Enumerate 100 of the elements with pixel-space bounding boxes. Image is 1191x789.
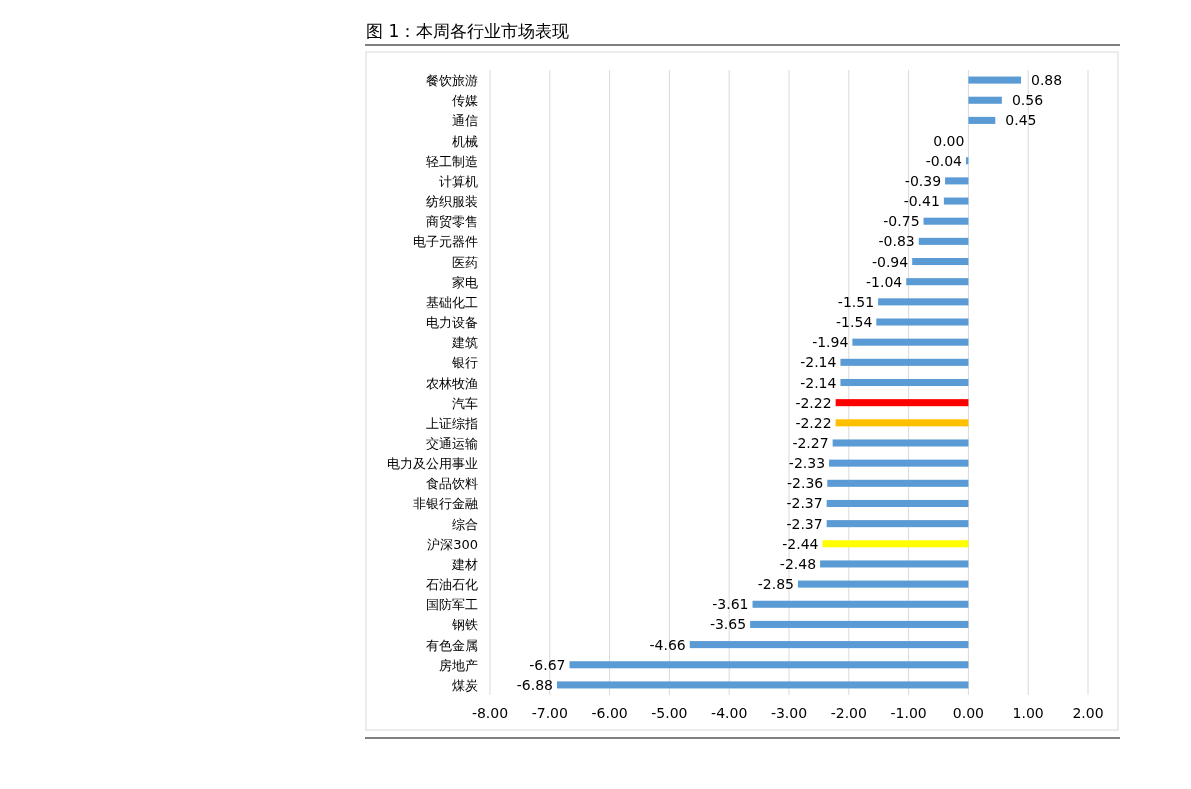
data-label: -2.22 <box>795 414 832 431</box>
y-tick-label: 银行 <box>451 355 478 371</box>
y-tick-label: 农林牧渔 <box>426 375 478 391</box>
data-label: -3.61 <box>712 596 749 613</box>
y-tick-label: 通信 <box>452 113 478 129</box>
x-tick-label: -1.00 <box>890 705 927 721</box>
y-tick-label: 国防军工 <box>426 597 478 613</box>
y-tick-label: 沪深300 <box>427 536 478 552</box>
y-tick-label: 纺织服装 <box>426 194 478 210</box>
bar <box>820 560 969 568</box>
y-tick-label: 医药 <box>452 254 478 270</box>
data-label: 0.00 <box>933 132 965 149</box>
x-tick-label: -6.00 <box>591 705 628 721</box>
bar <box>829 459 969 467</box>
bar <box>569 661 969 669</box>
data-label: -0.04 <box>925 152 963 169</box>
bar <box>689 641 969 649</box>
data-label: -2.48 <box>779 555 817 572</box>
bar <box>840 358 969 366</box>
data-label: -1.51 <box>837 293 875 310</box>
data-label: -1.94 <box>812 334 849 351</box>
bar <box>826 520 969 528</box>
y-tick-label: 计算机 <box>439 173 478 189</box>
y-tick-label: 建筑 <box>451 335 478 351</box>
data-label: -2.44 <box>782 535 819 552</box>
y-tick-label: 食品饮料 <box>426 476 478 492</box>
y-tick-label: 非银行金融 <box>413 496 478 512</box>
y-tick-label: 石油石化 <box>426 577 478 593</box>
x-tick-label: 0.00 <box>952 705 984 721</box>
bar <box>852 338 969 346</box>
y-tick-label: 煤炭 <box>452 677 478 693</box>
data-label: 0.88 <box>1031 72 1063 89</box>
data-label: -6.67 <box>529 656 566 673</box>
data-label: -1.54 <box>836 314 873 331</box>
bar <box>878 298 969 306</box>
data-label: 0.45 <box>1005 112 1037 129</box>
y-tick-label: 轻工制造 <box>426 153 478 169</box>
x-tick-label: 1.00 <box>1012 705 1044 721</box>
y-tick-label: 家电 <box>452 274 478 290</box>
y-tick-label: 传媒 <box>452 93 478 109</box>
bar <box>968 116 996 124</box>
bar <box>906 278 969 286</box>
bar <box>968 76 1022 84</box>
y-tick-label: 电子元器件 <box>413 234 478 250</box>
x-tick-label: -2.00 <box>830 705 867 721</box>
data-label: -2.22 <box>795 394 832 411</box>
x-tick-label: 2.00 <box>1072 705 1104 721</box>
y-tick-label: 汽车 <box>452 395 478 411</box>
data-label: -2.27 <box>792 434 829 451</box>
data-label: -2.37 <box>786 495 823 512</box>
y-tick-label: 建材 <box>451 556 478 572</box>
bar <box>876 318 969 326</box>
y-tick-label: 基础化工 <box>426 294 478 310</box>
data-label: -0.41 <box>903 193 940 210</box>
data-label: -0.83 <box>878 233 915 250</box>
bar <box>797 580 969 588</box>
data-label: 0.56 <box>1011 92 1044 109</box>
bar <box>923 217 969 225</box>
bar <box>943 197 969 205</box>
y-tick-label: 餐饮旅游 <box>426 73 478 89</box>
bar <box>918 237 969 245</box>
y-tick-label: 机械 <box>452 133 478 149</box>
y-tick-label: 电力设备 <box>426 315 478 331</box>
data-label: -2.85 <box>757 576 794 593</box>
x-tick-label: -5.00 <box>651 705 688 721</box>
data-label: -3.65 <box>709 616 747 633</box>
bar <box>840 378 969 387</box>
y-tick-label: 有色金属 <box>426 637 478 653</box>
data-label: -0.75 <box>883 213 920 230</box>
bar <box>750 620 969 628</box>
y-tick-label: 商贸零售 <box>426 214 478 230</box>
data-label: -2.14 <box>800 354 837 371</box>
data-label: -2.33 <box>788 455 826 472</box>
data-label: -2.14 <box>800 374 837 391</box>
bar <box>968 96 1002 104</box>
data-label: -2.36 <box>787 475 824 492</box>
bar <box>945 177 969 185</box>
bar <box>822 540 969 548</box>
y-tick-label: 电力及公用事业 <box>387 456 478 472</box>
data-label: -0.39 <box>904 172 942 189</box>
y-tick-label: 钢铁 <box>451 617 478 633</box>
chart-title: 图 1：本周各行业市场表现 <box>366 21 570 41</box>
x-tick-label: -7.00 <box>531 705 568 721</box>
bar <box>912 258 969 266</box>
bar <box>556 681 969 689</box>
bar <box>826 499 969 507</box>
data-label: -2.37 <box>786 515 823 532</box>
y-tick-label: 房地产 <box>439 657 478 673</box>
x-tick-label: -4.00 <box>711 705 748 721</box>
y-tick-label: 交通运输 <box>426 435 478 451</box>
bar <box>835 399 969 407</box>
bar <box>835 419 969 427</box>
data-label: -4.66 <box>649 636 686 653</box>
data-label: -0.94 <box>871 253 909 270</box>
y-tick-label: 上证综指 <box>426 415 478 431</box>
y-tick-label: 综合 <box>452 516 478 532</box>
bar <box>827 479 969 487</box>
bar <box>752 600 969 608</box>
x-tick-label: -8.00 <box>471 705 509 721</box>
x-tick-label: -3.00 <box>770 705 808 721</box>
